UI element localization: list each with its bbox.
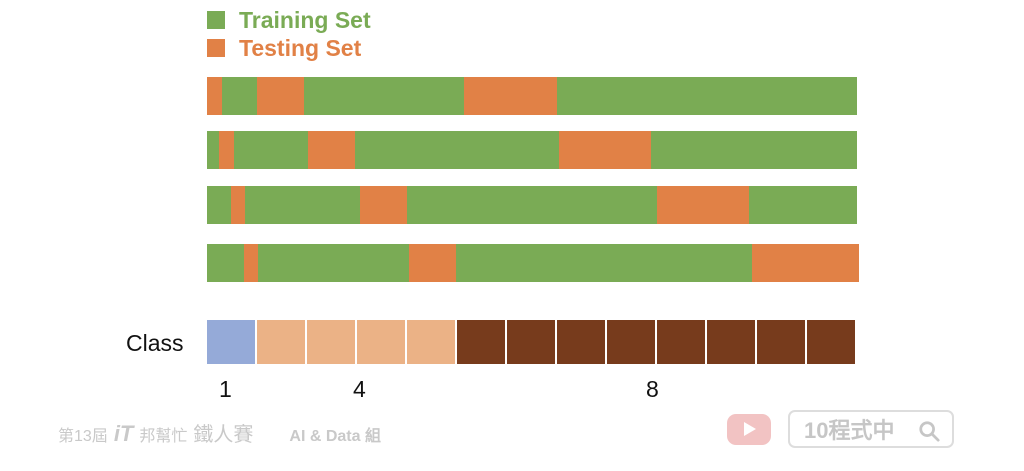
class-cell-8 — [507, 320, 555, 364]
class-cell-8 — [707, 320, 755, 364]
ithome-watermark: 第13屆 iT 邦幫忙 鐵人賽 AI & Data 組 — [58, 418, 381, 447]
training-segment — [233, 131, 309, 169]
class-count-8: 8 — [646, 376, 659, 402]
class-cell-1 — [207, 320, 255, 364]
testing-segment — [359, 186, 408, 224]
training-segment — [245, 186, 360, 224]
class-cell-8 — [657, 320, 705, 364]
search-icon — [919, 421, 940, 442]
training-segment — [207, 186, 232, 224]
training-segment — [258, 244, 410, 282]
training-segment — [303, 77, 465, 115]
training-segment — [650, 131, 857, 169]
training-segment — [207, 131, 219, 169]
watermark-event: 鐵人賽 — [193, 424, 254, 446]
watermark-prefix: 第13屆 — [58, 428, 108, 445]
class-cell-8 — [807, 320, 855, 364]
testing-segment — [656, 186, 750, 224]
youtube-icon — [727, 414, 771, 445]
training-swatch — [207, 11, 225, 29]
fold-row-1 — [207, 77, 857, 115]
class-bar — [207, 320, 855, 364]
training-segment — [354, 131, 559, 169]
play-icon — [744, 422, 756, 436]
class-cell-4 — [257, 320, 305, 364]
class-cell-8 — [757, 320, 805, 364]
legend-item-training: Training Set — [207, 6, 371, 34]
training-segment — [407, 186, 657, 224]
testing-segment — [752, 244, 859, 282]
training-segment — [557, 77, 857, 115]
testing-segment — [558, 131, 651, 169]
class-count-4: 4 — [353, 376, 366, 402]
training-segment — [221, 77, 258, 115]
fold-row-4 — [207, 244, 859, 282]
testing-segment — [409, 244, 457, 282]
testing-segment — [464, 77, 558, 115]
testing-segment — [244, 244, 259, 282]
watermark-it: iT — [113, 421, 134, 446]
testing-segment — [207, 77, 222, 115]
fold-row-2 — [207, 131, 857, 169]
testing-segment — [308, 131, 355, 169]
testing-label: Testing Set — [239, 34, 362, 61]
class-cell-4 — [307, 320, 355, 364]
legend: Training Set Testing Set — [207, 6, 371, 62]
class-label: Class — [126, 330, 184, 356]
testing-segment — [231, 186, 246, 224]
class-cell-8 — [607, 320, 655, 364]
class-cell-8 — [457, 320, 505, 364]
training-segment — [207, 244, 245, 282]
class-cell-8 — [557, 320, 605, 364]
training-label: Training Set — [239, 6, 371, 33]
training-segment — [749, 186, 857, 224]
training-segment — [456, 244, 753, 282]
testing-swatch — [207, 39, 225, 57]
class-cell-4 — [407, 320, 455, 364]
watermark-bang: 邦幫忙 — [139, 428, 188, 445]
fold-row-3 — [207, 186, 857, 224]
class-count-1: 1 — [219, 376, 232, 402]
class-cell-4 — [357, 320, 405, 364]
testing-segment — [218, 131, 234, 169]
watermark-category: AI & Data 組 — [289, 428, 381, 445]
channel-search-box: 10程式中 — [788, 410, 954, 448]
testing-segment — [257, 77, 304, 115]
channel-name: 10程式中 — [804, 418, 895, 443]
legend-item-testing: Testing Set — [207, 34, 371, 62]
